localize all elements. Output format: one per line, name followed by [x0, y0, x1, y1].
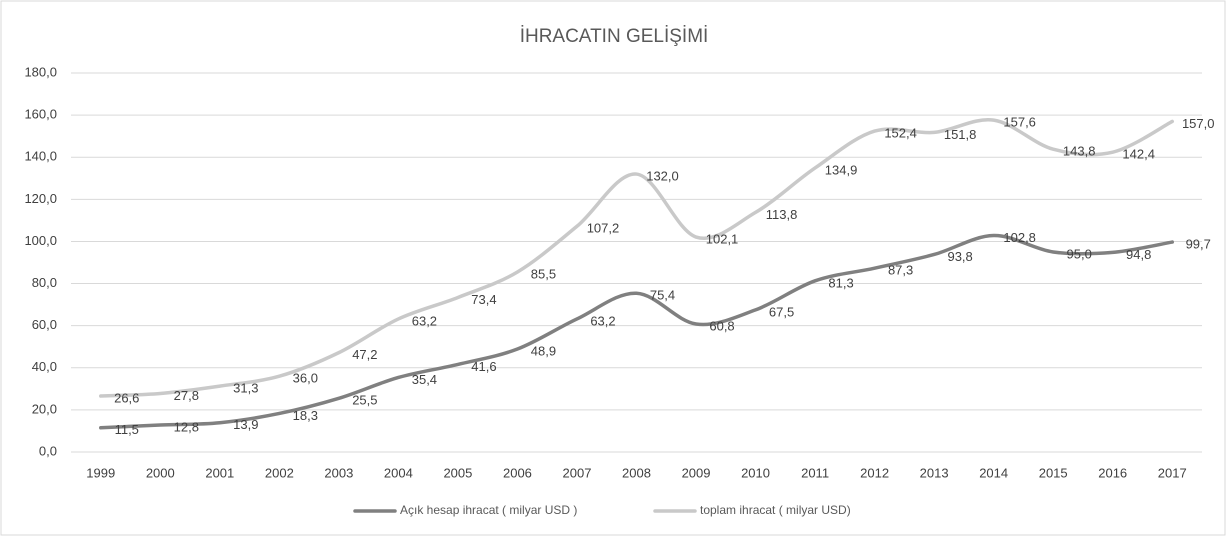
- data-label: 13,9: [233, 417, 258, 432]
- y-tick-label: 80,0: [32, 275, 57, 290]
- y-tick-label: 20,0: [32, 401, 57, 416]
- data-label: 157,0: [1182, 116, 1215, 131]
- x-tick-label: 2004: [384, 465, 413, 480]
- x-tick-label: 2000: [146, 465, 175, 480]
- y-tick-label: 60,0: [32, 317, 57, 332]
- data-label: 75,4: [650, 288, 675, 303]
- data-label: 151,8: [944, 127, 977, 142]
- y-tick-label: 160,0: [24, 107, 57, 122]
- data-label: 48,9: [531, 343, 556, 358]
- y-tick-label: 100,0: [24, 233, 57, 248]
- x-tick-label: 2009: [682, 465, 711, 480]
- data-label: 63,2: [590, 313, 615, 328]
- data-label: 113,8: [766, 207, 798, 222]
- data-label: 81,3: [828, 275, 853, 290]
- data-label: 31,3: [233, 381, 258, 396]
- data-label: 93,8: [947, 249, 972, 264]
- data-label: 63,2: [412, 313, 437, 328]
- data-label: 41,6: [471, 359, 496, 374]
- data-label: 132,0: [646, 169, 679, 184]
- x-tick-label: 2014: [979, 465, 1008, 480]
- y-tick-label: 40,0: [32, 359, 57, 374]
- data-label: 60,8: [709, 318, 734, 333]
- x-tick-label: 2010: [741, 465, 770, 480]
- y-tick-label: 140,0: [24, 149, 57, 164]
- data-label: 143,8: [1063, 144, 1096, 159]
- data-label: 142,4: [1122, 147, 1155, 162]
- y-tick-label: 0,0: [39, 443, 57, 458]
- chart-title: İHRACATIN GELİŞİMİ: [520, 26, 709, 47]
- data-label: 152,4: [884, 126, 917, 141]
- data-label: 157,6: [1003, 115, 1036, 130]
- x-tick-label: 2008: [622, 465, 651, 480]
- data-label: 67,5: [769, 304, 794, 319]
- data-label: 11,5: [115, 422, 139, 437]
- y-tick-label: 120,0: [24, 191, 57, 206]
- data-label: 25,5: [352, 393, 377, 408]
- x-tick-label: 2011: [801, 465, 829, 480]
- legend-label: Açık hesap ihracat ( milyar USD ): [400, 503, 577, 517]
- x-tick-label: 1999: [86, 465, 115, 480]
- legend-label: toplam ihracat ( milyar USD): [700, 503, 851, 517]
- data-label: 87,3: [888, 263, 913, 278]
- x-tick-label: 2007: [563, 465, 592, 480]
- data-label: 27,8: [174, 388, 199, 403]
- x-tick-label: 2006: [503, 465, 532, 480]
- data-label: 85,5: [531, 266, 556, 281]
- data-label: 99,7: [1186, 237, 1211, 252]
- x-tick-label: 2002: [265, 465, 294, 480]
- data-label: 102,8: [1003, 230, 1036, 245]
- line: [99, 233, 1174, 430]
- data-label: 102,1: [706, 231, 739, 246]
- data-label: 95,0: [1067, 246, 1092, 261]
- x-tick-label: 2003: [324, 465, 353, 480]
- data-label: 36,0: [293, 371, 318, 386]
- data-label: 47,2: [352, 347, 377, 362]
- x-tick-label: 2016: [1098, 465, 1127, 480]
- data-label: 73,4: [471, 292, 496, 307]
- line: [99, 118, 1174, 398]
- data-label: 26,6: [114, 390, 139, 405]
- data-label: 35,4: [412, 372, 437, 387]
- x-tick-label: 2013: [920, 465, 949, 480]
- x-tick-label: 2001: [205, 465, 234, 480]
- data-label: 12,8: [174, 419, 199, 434]
- x-tick-label: 2012: [860, 465, 889, 480]
- data-label: 107,2: [587, 221, 620, 236]
- data-label: 134,9: [825, 162, 858, 177]
- x-tick-label: 2015: [1039, 465, 1068, 480]
- data-label: 94,8: [1126, 247, 1151, 262]
- data-label: 18,3: [293, 408, 318, 423]
- x-tick-label: 2017: [1158, 465, 1187, 480]
- x-tick-label: 2005: [443, 465, 472, 480]
- y-tick-label: 180,0: [24, 64, 57, 79]
